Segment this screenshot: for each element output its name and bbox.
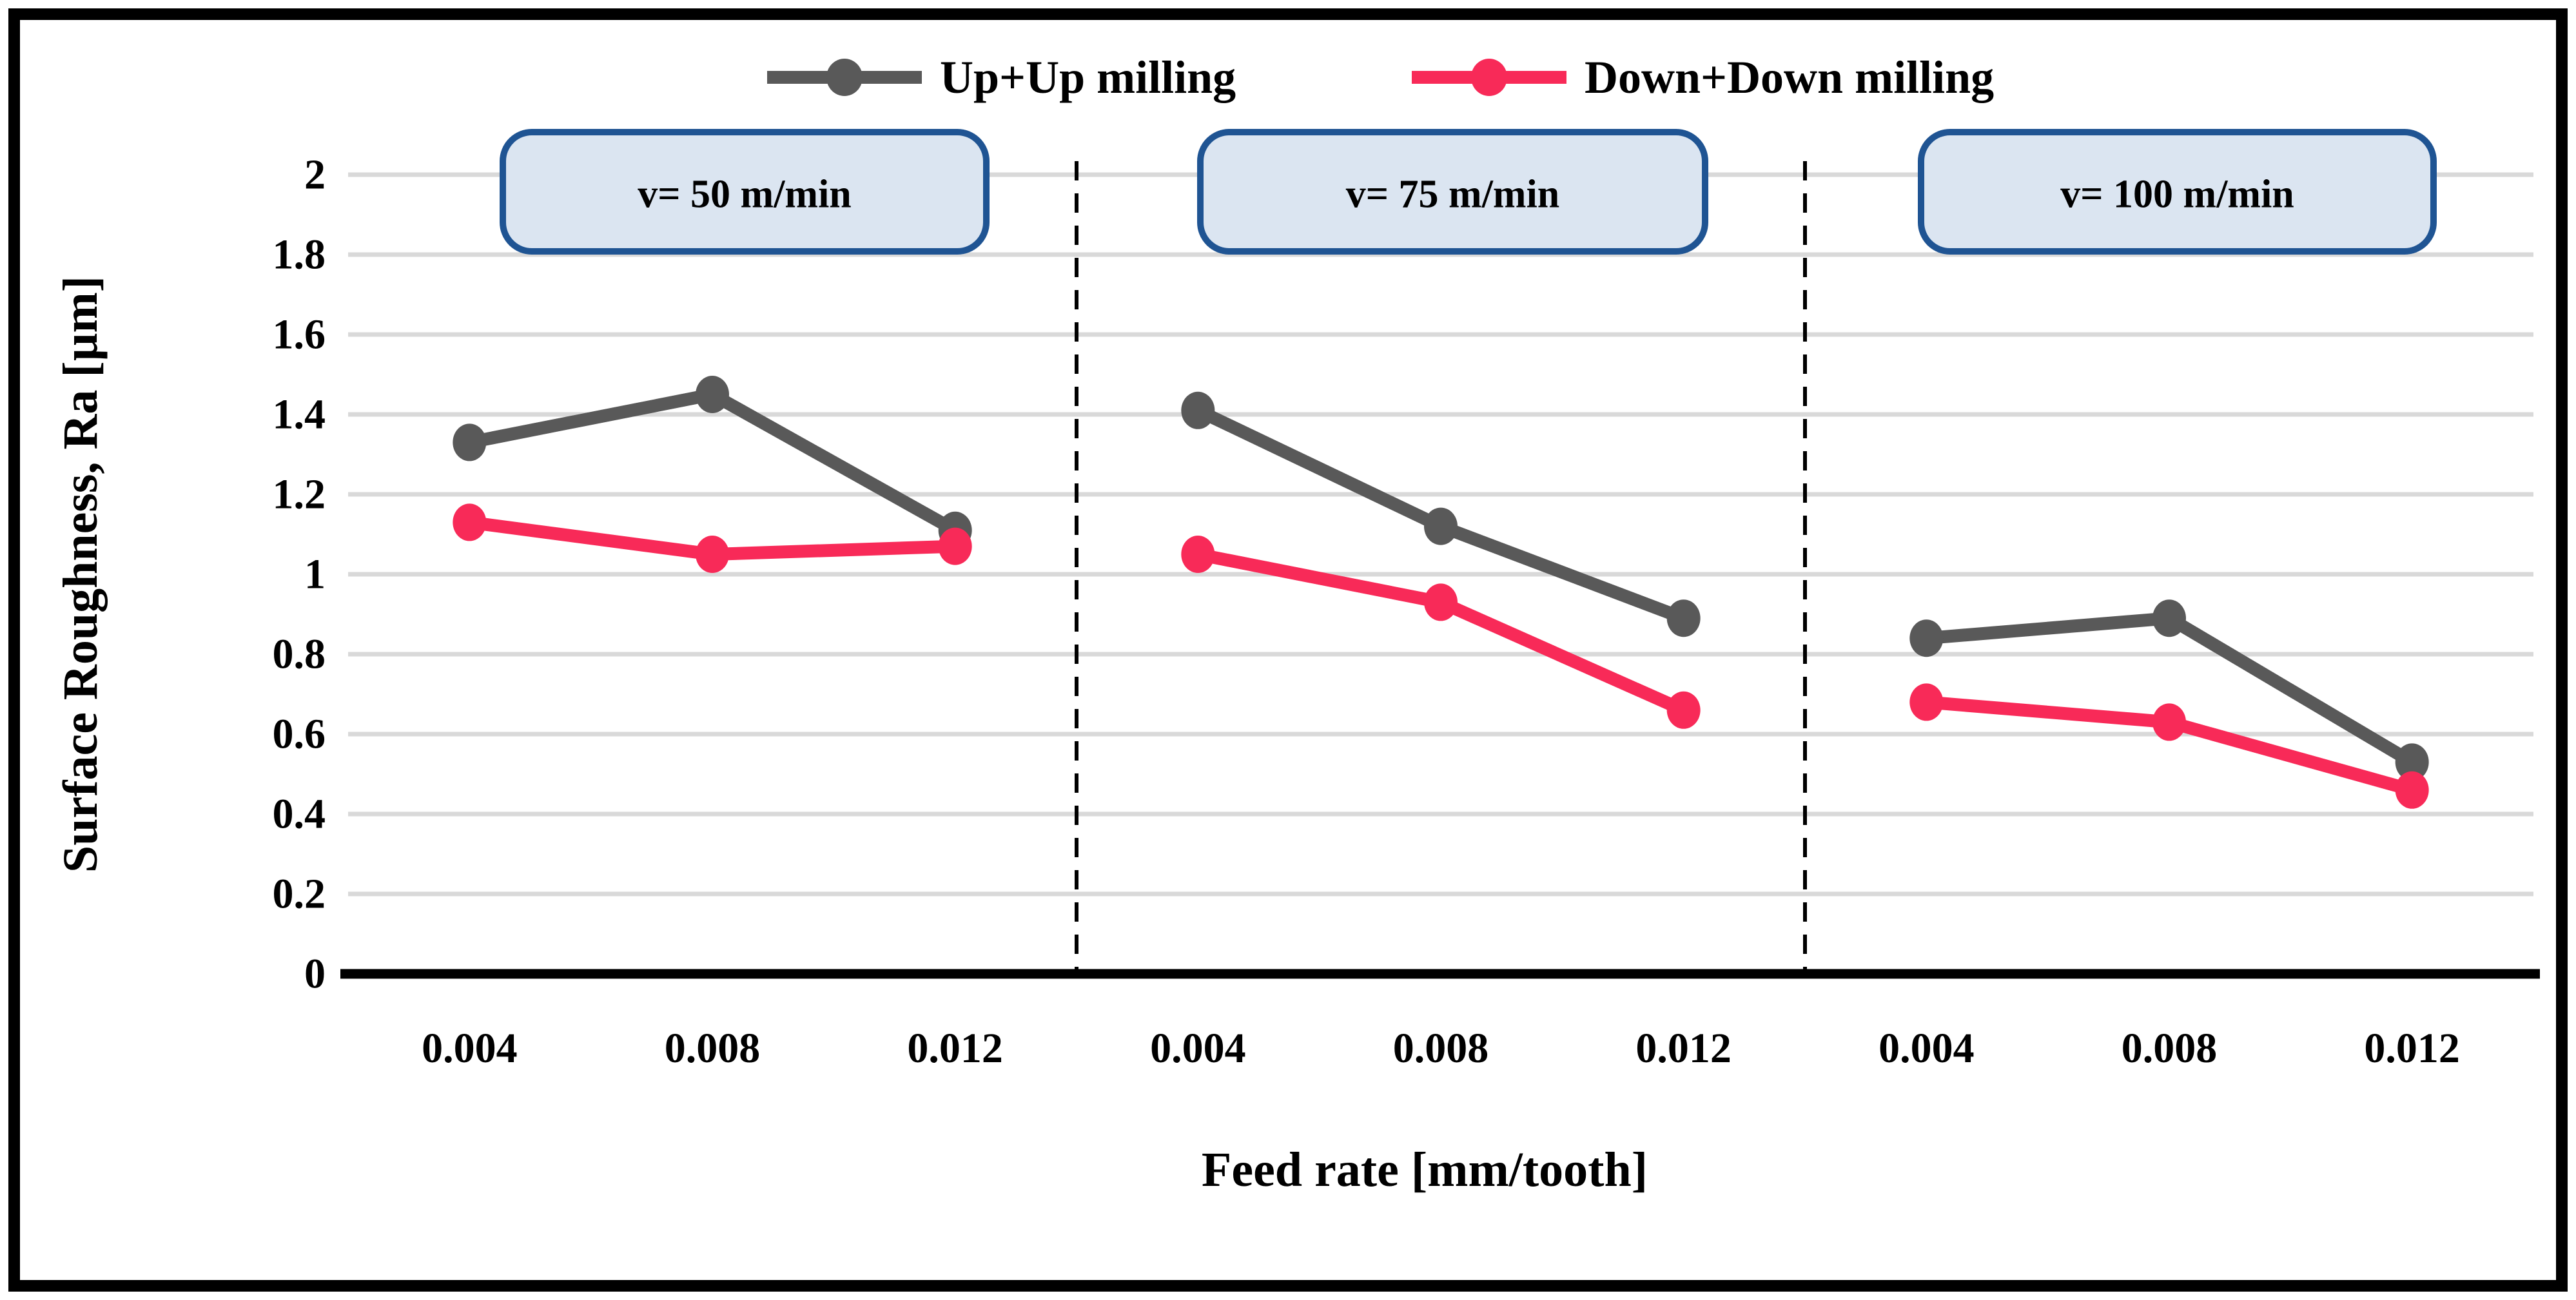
series-point	[1424, 583, 1458, 621]
series-point	[2152, 703, 2186, 741]
y-tick-label: 0.6	[273, 711, 326, 758]
legend-label: Down+Down milling	[1585, 52, 1994, 103]
legend: Up+Up milling Down+Down milling	[767, 52, 1994, 103]
y-tick-label: 0.2	[273, 871, 326, 918]
speed-box-label: v= 75 m/min	[1346, 173, 1560, 217]
series-point	[696, 536, 729, 573]
data-series-layer	[453, 376, 2429, 809]
y-axis-title: Surface Roughness, Ra [µm]	[54, 276, 108, 873]
x-tick-label: 0.008	[1393, 1025, 1489, 1072]
series-point	[696, 376, 729, 413]
x-axis-title: Feed rate [mm/tooth]	[1202, 1143, 1648, 1197]
panel-separators	[1075, 161, 1807, 974]
x-tick-label: 0.004	[1878, 1025, 1975, 1072]
x-tick-label: 0.012	[1635, 1025, 1732, 1072]
y-tick-label: 0	[304, 951, 326, 998]
legend-label: Up+Up milling	[940, 52, 1236, 103]
speed-box	[500, 129, 990, 255]
speed-label-boxes: v= 50 m/min v= 75 m/min v= 100 m/min	[500, 129, 2437, 255]
series-point	[2395, 743, 2429, 781]
series-point	[453, 423, 487, 461]
series-point	[453, 503, 487, 541]
series-point	[1181, 391, 1215, 429]
y-tick-label: 0.4	[273, 791, 326, 838]
x-tick-label: 0.004	[422, 1025, 518, 1072]
speed-box-label: v= 50 m/min	[638, 173, 852, 217]
y-axis-tick-labels: 2 1.8 1.6 1.4 1.2 1 0.8 0.6 0.4 0.2 0	[273, 151, 326, 998]
series-point	[1909, 619, 1944, 657]
x-tick-label: 0.012	[2364, 1025, 2460, 1072]
y-tick-label: 1.8	[273, 231, 326, 278]
y-tick-label: 0.8	[273, 631, 326, 678]
speed-box	[1197, 129, 1708, 255]
series-point	[1666, 691, 1701, 729]
legend-marker-icon	[1471, 59, 1507, 96]
x-axis-tick-labels: 0.004 0.008 0.012 0.004 0.008 0.012 0.004 0.008…	[422, 1025, 2460, 1072]
series-point	[2395, 771, 2429, 809]
series-point	[1666, 599, 1701, 637]
x-tick-label: 0.012	[907, 1025, 1003, 1072]
speed-box-label: v= 100 m/min	[2060, 173, 2294, 217]
speed-box	[1918, 129, 2437, 255]
y-tick-label: 2	[304, 151, 326, 199]
y-tick-label: 1.6	[273, 311, 326, 358]
x-tick-label: 0.008	[2122, 1025, 2218, 1072]
series-point	[1181, 536, 1215, 573]
figure-border	[8, 8, 2568, 1292]
series-point	[1424, 507, 1458, 545]
series-line	[1196, 548, 1686, 716]
series-point	[938, 527, 972, 565]
series-point	[2152, 599, 2186, 637]
y-tick-label: 1	[304, 551, 326, 598]
x-tick-label: 0.008	[665, 1025, 761, 1072]
legend-marker-icon	[826, 59, 863, 96]
y-tick-label: 1.2	[273, 471, 326, 518]
y-tick-label: 1.4	[273, 391, 326, 438]
x-tick-label: 0.004	[1150, 1025, 1246, 1072]
series-point	[1909, 683, 1944, 721]
